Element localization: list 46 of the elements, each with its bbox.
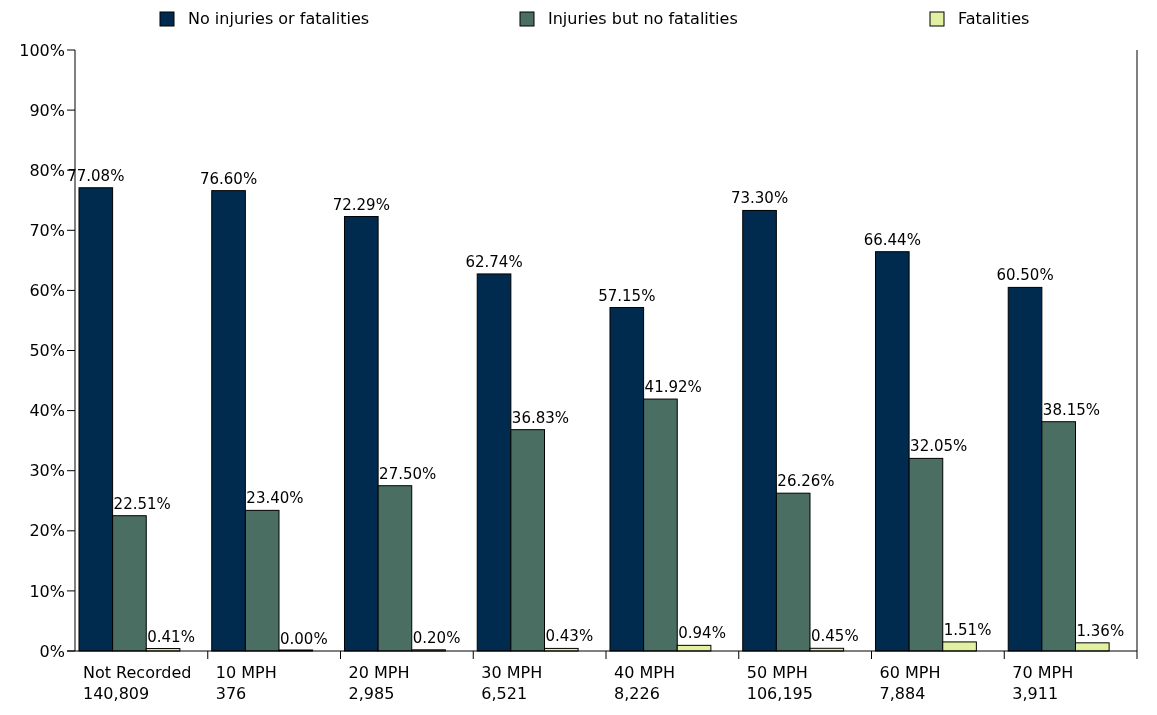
data-label: 0.20% [412,628,461,647]
data-label: 66.44% [863,230,921,249]
data-label: 32.05% [910,437,968,456]
data-label: 36.83% [511,408,570,427]
data-label: 73.30% [730,189,789,208]
data-label: 72.29% [332,195,390,214]
y-tick-label: 0% [39,641,65,661]
data-label: 38.15% [1042,400,1101,419]
data-label: 60.50% [996,266,1054,285]
y-tick-label: 10% [29,581,65,601]
x-tick-label: 40 MPH 8,226 [614,663,675,703]
legend-label: No injuries or fatalities [188,9,370,28]
y-tick-label: 20% [29,521,65,541]
data-label: 23.40% [246,489,304,508]
data-label: 0.43% [545,627,594,646]
y-tick-label: 80% [29,160,65,180]
x-tick-label: 70 MPH 3,911 [1012,663,1074,703]
data-label: 27.50% [379,464,437,483]
data-label: 62.74% [465,252,523,271]
data-label: 1.51% [943,620,992,639]
y-tick-label: 100% [19,40,65,60]
legend-label: Injuries but no fatalities [548,9,738,28]
data-label: 77.08% [67,166,125,185]
x-tick-label: 60 MPH 7,884 [879,663,941,703]
y-tick-label: 60% [29,281,65,300]
data-label: 76.60% [199,169,258,188]
data-label: 0.94% [678,624,726,643]
legend-label: Fatalities [958,9,1030,28]
y-tick-label: 90% [29,100,65,120]
data-label: 26.26% [777,472,835,491]
data-label: 57.15% [598,286,656,305]
data-label: 22.51% [113,494,171,513]
x-tick-label: 30 MPH 6,521 [481,663,543,703]
y-tick-label: 70% [29,220,65,240]
y-tick-label: 40% [29,401,65,421]
x-tick-label: 50 MPH 106,195 [746,663,813,703]
x-tick-label: 20 MPH 2,985 [348,663,410,703]
x-tick-label: Not Recorded 140,809 [83,663,192,703]
y-tick-label: 50% [29,341,65,361]
data-label: 1.36% [1076,621,1125,640]
data-label: 0.45% [810,627,859,646]
data-label: 0.00% [279,630,328,648]
y-tick-label: 30% [29,461,65,481]
data-label: 0.41% [147,627,195,646]
data-label: 41.92% [644,378,702,397]
x-tick-label: 10 MPH 376 [215,663,277,703]
